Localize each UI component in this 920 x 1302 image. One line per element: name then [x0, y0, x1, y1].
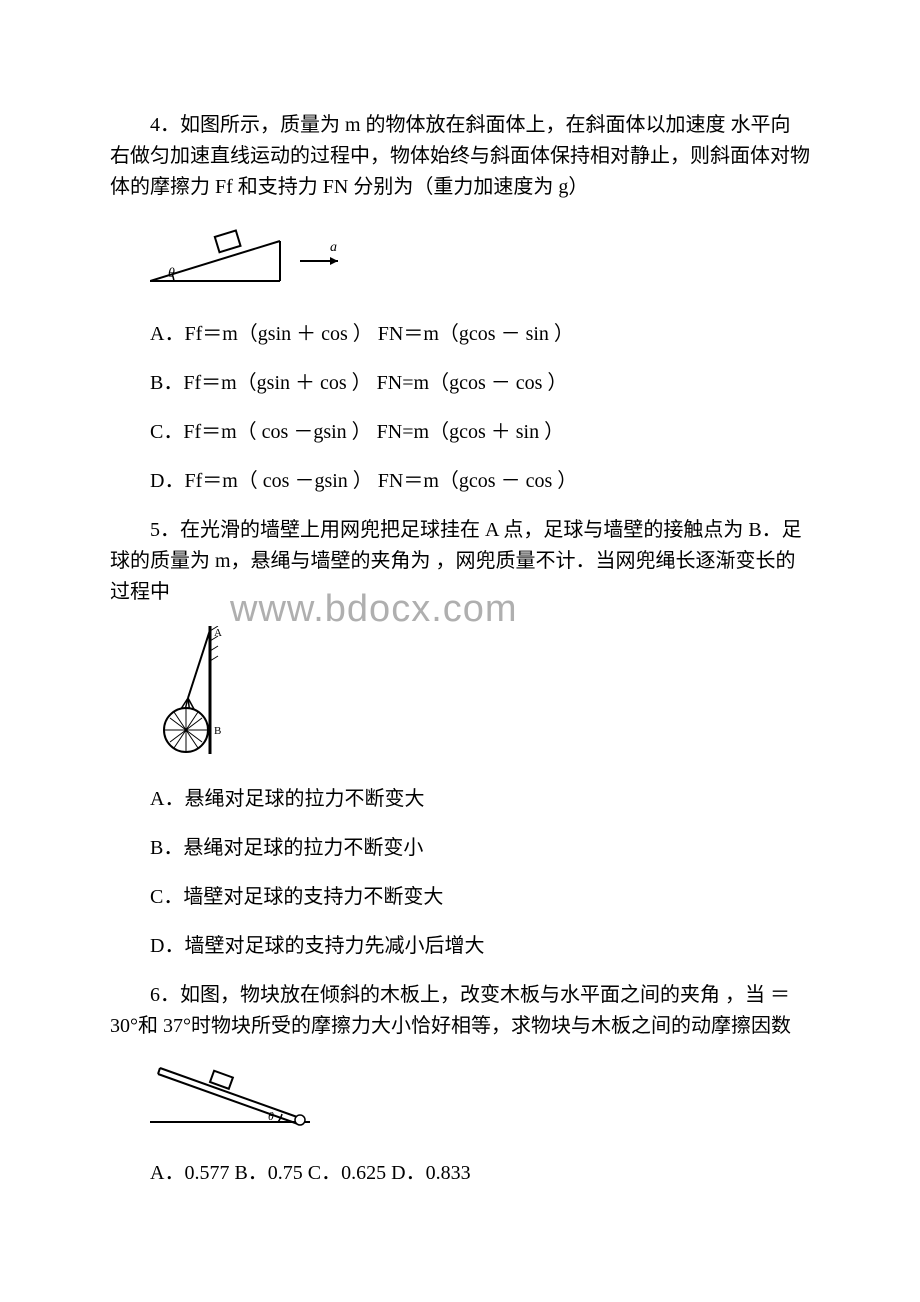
q6-theta-label: θ	[268, 1109, 274, 1123]
q5-stem: 5．在光滑的墙壁上用网兜把足球挂在 A 点，足球与墙壁的接触点为 B．足球的质量…	[110, 515, 810, 608]
q5-option-c: C．墙壁对足球的支持力不断变大	[110, 882, 810, 913]
q6-figure: θ	[150, 1060, 810, 1140]
q4-option-b: B．Ff＝m（gsin ＋ cos ） FN=m（gcos － cos ）	[110, 368, 810, 399]
q4-stem: 4．如图所示，质量为 m 的物体放在斜面体上，在斜面体以加速度 水平向右做匀加速…	[110, 110, 810, 203]
q6-options-line: A．0.577 B．0.75 C．0.625 D．0.833	[110, 1158, 810, 1189]
q6-stem: 6．如图，物块放在倾斜的木板上，改变木板与水平面之间的夹角 ，当 ＝30°和 3…	[110, 980, 810, 1042]
q5-a-label: A	[214, 627, 222, 639]
q4-a-label: a	[330, 240, 337, 255]
q5-option-b: B．悬绳对足球的拉力不断变小	[110, 833, 810, 864]
q5-figure: A B	[150, 626, 810, 766]
q4-option-d: D．Ff＝m（ cos －gsin ） FN＝m（gcos － cos ）	[110, 466, 810, 497]
q4-option-c: C．Ff＝m（ cos －gsin ） FN=m（gcos ＋ sin ）	[110, 417, 810, 448]
q4-theta-label: θ	[168, 266, 175, 281]
q5-option-d: D．墙壁对足球的支持力先减小后增大	[110, 931, 810, 962]
q5-b-label: B	[214, 725, 221, 737]
q4-option-a: A．Ff＝m（gsin ＋ cos ） FN＝m（gcos － sin ）	[110, 319, 810, 350]
q4-figure: θ a	[150, 221, 810, 301]
q5-option-a: A．悬绳对足球的拉力不断变大	[110, 784, 810, 815]
